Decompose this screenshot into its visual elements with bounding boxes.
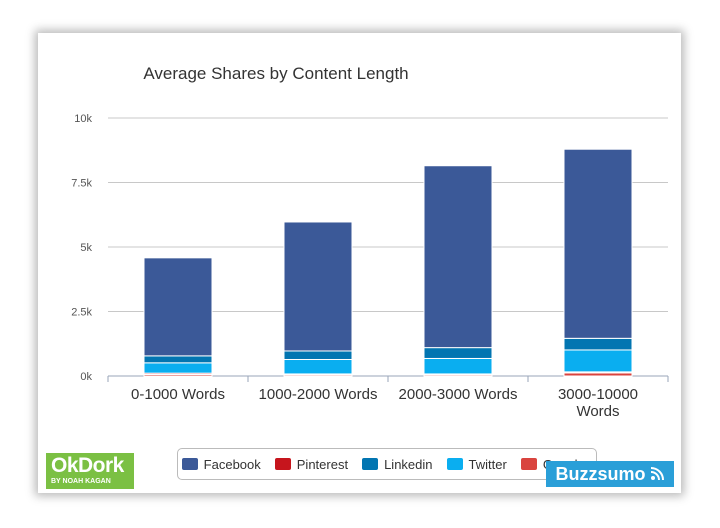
- legend-item-linkedin[interactable]: Linkedin: [362, 456, 433, 472]
- bar-segment-twitter: [563, 349, 633, 373]
- y-tick-label: 0k: [80, 371, 92, 383]
- y-tick-label: 10k: [74, 113, 92, 125]
- legend-item-pinterest[interactable]: Pinterest: [274, 456, 349, 472]
- bar-segment-facebook: [563, 148, 633, 339]
- legend-swatch: [520, 458, 537, 470]
- bar-segment-facebook: [423, 165, 493, 349]
- bar-segment-linkedin: [283, 350, 353, 360]
- bar-segment-twitter: [283, 358, 353, 375]
- okdork-logo-subtitle: BY NOAH KAGAN: [51, 478, 111, 485]
- legend-swatch: [181, 458, 198, 470]
- chart-card: Average Shares by Content Length 0k 2.5k 5…: [38, 33, 681, 493]
- bar-segment-twitter: [423, 357, 493, 375]
- legend-label: Facebook: [203, 456, 261, 472]
- legend-item-facebook[interactable]: Facebook: [181, 456, 261, 472]
- bar-segment-linkedin: [143, 355, 213, 364]
- x-axis-labels: 0-1000 Words 1000-2000 Words 2000-3000 Wor…: [107, 376, 669, 420]
- y-tick-label: 2.5k: [71, 307, 92, 319]
- chart-canvas: Average Shares by Content Length 0k 2.5k 5…: [71, 64, 669, 420]
- legend-label: Linkedin: [384, 456, 433, 472]
- x-category-label: 3000-10000: [558, 386, 638, 403]
- chart-title: Average Shares by Content Length: [143, 64, 408, 83]
- bar-series: [143, 148, 633, 377]
- legend-swatch: [362, 458, 379, 470]
- x-category-label: 0-1000 Words: [131, 386, 225, 403]
- bar-segment-twitter: [143, 362, 213, 374]
- signal-icon: [650, 467, 664, 481]
- legend-swatch: [446, 458, 463, 470]
- buzzsumo-logo-name: Buzzsumo: [555, 463, 646, 484]
- bar-segment-facebook: [143, 257, 213, 357]
- legend-swatch: [274, 458, 291, 470]
- legend-label: Pinterest: [296, 456, 349, 472]
- bar-segment-linkedin: [563, 337, 633, 351]
- x-category-label: Words: [576, 403, 619, 420]
- bar-segment-facebook: [283, 221, 353, 352]
- legend-label: Twitter: [468, 456, 507, 472]
- x-category-label: 2000-3000 Words: [399, 386, 518, 403]
- x-category-label: 1000-2000 Words: [259, 386, 378, 403]
- y-axis-ticks: 0k 2.5k 5k 7.5k 10k: [71, 113, 92, 383]
- legend: FacebookPinterestLinkedinTwitterGoogle+: [177, 448, 597, 480]
- y-tick-label: 5k: [80, 242, 92, 254]
- buzzsumo-logo: Buzzsumo: [546, 461, 674, 487]
- okdork-logo: OkDork BY NOAH KAGAN: [46, 453, 134, 489]
- bar-segment-linkedin: [423, 347, 493, 359]
- legend-item-twitter[interactable]: Twitter: [446, 456, 507, 472]
- okdork-logo-name: OkDork: [51, 454, 124, 477]
- y-tick-label: 7.5k: [71, 178, 92, 190]
